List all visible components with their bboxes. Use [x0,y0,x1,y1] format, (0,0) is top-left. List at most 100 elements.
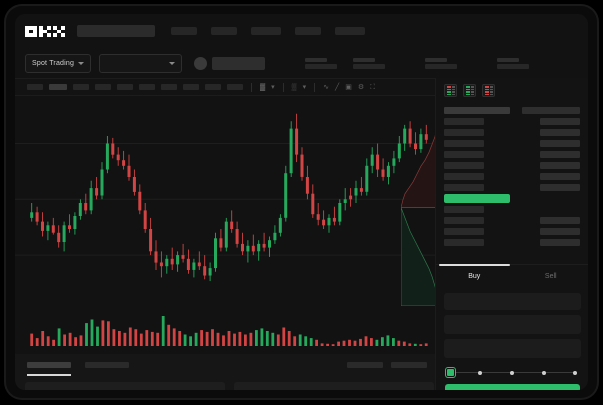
slider-handle[interactable] [446,368,455,377]
tb-indicators[interactable] [227,84,243,90]
orderbook-header-row[interactable] [444,105,580,116]
camera-icon[interactable]: ▣ [345,83,352,91]
chevron-down-icon[interactable]: ▾ [271,83,275,91]
orderbook-cell-left [444,217,484,224]
amount-field[interactable] [444,339,581,358]
nav-item-markets[interactable] [211,27,237,35]
tb-interval-1mo[interactable] [183,84,199,90]
orderbook-rows[interactable] [436,103,588,248]
orderbook-cell-right [540,173,580,180]
price-field[interactable] [444,315,581,334]
slider-stop-75[interactable] [542,370,546,375]
candlestick-svg [15,113,435,282]
trading-pair-dropdown[interactable] [99,53,183,73]
slider-stop-100[interactable] [573,370,577,375]
volume-histogram [15,306,435,354]
nav-item-earn[interactable] [251,27,281,35]
trading-mode-dropdown[interactable]: Spot Trading [25,53,92,73]
orders-panel-content [25,382,434,390]
nav-item-more[interactable] [335,27,365,35]
orderbook-cell-right [540,151,580,158]
bottom-panel-right[interactable] [234,382,434,390]
orderbook-bid-row[interactable] [444,237,580,248]
tb-interval-5m[interactable] [49,84,67,90]
orderbook-cell-right [540,140,580,147]
volume-svg [30,316,428,346]
tab-order-history[interactable] [85,362,129,368]
orderbook-cell-left [444,228,484,235]
chevron-down-icon [78,61,85,65]
price-candlestick-chart[interactable] [15,96,435,306]
app-screen: Spot Trading [15,14,588,390]
orderbook-last-price-row[interactable] [444,193,580,204]
orderbook-ask-row[interactable] [444,149,580,160]
orderbook-cell-left [444,162,484,169]
tb-interval-1d[interactable] [139,84,155,90]
amount-percent-slider[interactable] [446,368,579,378]
orderbook-bid-row[interactable] [444,204,580,215]
bar-chart-icon[interactable]: ▒ [291,83,297,91]
orderbook-view-asks-icon[interactable] [482,84,495,97]
nav-item-trade[interactable] [171,27,197,35]
stat-24h-high [353,57,386,69]
orderbook-bid-row[interactable] [444,215,580,226]
stat-24h-volume [497,57,530,69]
toolbar-divider-2 [282,82,284,92]
tb-interval-15m[interactable] [73,84,89,90]
orderbook-cell-left [444,151,484,158]
tb-interval-1w[interactable] [161,84,177,90]
order-type-field[interactable] [444,293,581,310]
orderbook-ask-row[interactable] [444,116,580,127]
fullscreen-icon[interactable]: ⛶ [370,83,376,91]
bottom-panel-left[interactable] [25,382,225,390]
orderbook-cell-left [444,140,484,147]
tb-interval-1h[interactable] [95,84,111,90]
chevron-down-icon-2[interactable]: ▾ [302,83,307,91]
orders-panel [15,354,435,390]
orders-panel-actions [347,362,427,368]
orderbook-cell-left [444,118,484,125]
top-navigation-bar [15,14,588,48]
orderbook-ask-row[interactable] [444,127,580,138]
candlestick-icon[interactable]: ▓ [260,83,266,91]
orderbook-ask-row[interactable] [444,171,580,182]
tab-open-orders[interactable] [27,362,71,368]
drawing-tool-icon[interactable]: ╱ [334,83,340,91]
orderbook-cell-left [444,129,484,136]
tb-interval-1m[interactable] [27,84,43,90]
stat-24h-change [305,57,338,69]
toolbar-divider [251,82,252,92]
slider-stop-25[interactable] [478,370,482,375]
tb-more[interactable] [205,84,221,90]
orderbook-ask-row[interactable] [444,182,580,193]
orderbook-cell-right [540,162,580,169]
bottom-action-1[interactable] [347,362,383,368]
tab-sell[interactable]: Sell [544,273,557,280]
line-chart-icon[interactable]: ∿ [323,83,329,91]
active-tab-underline [27,374,71,376]
slider-stop-50[interactable] [510,370,514,375]
chevron-down-icon [169,61,176,65]
orderbook-cell-left [444,173,484,180]
orders-panel-tabs [27,362,129,368]
bottom-action-2[interactable] [391,362,427,368]
orderbook-view-both-icon[interactable] [444,84,457,97]
orderbook-cell-left [444,239,484,246]
order-form [436,288,588,363]
orderbook-view-bids-icon[interactable] [463,84,476,97]
orderbook-cell-right [540,239,580,246]
tab-buy[interactable]: Buy [436,264,513,288]
okx-logo[interactable] [25,25,65,37]
chart-toolbar: ▓ ▾ ▒ ▾ ∿ ╱ ▣ ⚙ ⛶ [15,78,435,96]
search-input[interactable] [77,25,155,37]
nav-item-web3[interactable] [295,27,321,35]
settings-gear-icon[interactable]: ⚙ [357,83,365,91]
orderbook-ask-row[interactable] [444,160,580,171]
orderbook-cell-right [522,107,580,114]
orderbook-bid-row[interactable] [444,226,580,237]
place-buy-order-button[interactable] [445,384,580,390]
primary-nav [171,27,365,35]
tb-interval-4h[interactable] [117,84,133,90]
orderbook-ask-row[interactable] [444,138,580,149]
orderbook-cell-right [540,228,580,235]
